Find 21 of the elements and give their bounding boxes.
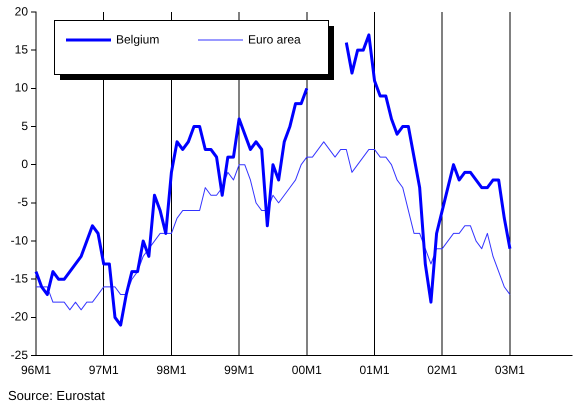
y-tick-label: 20 (14, 4, 28, 18)
x-tick-label: 96M1 (20, 363, 52, 378)
x-tick-label: 99M1 (224, 363, 254, 378)
y-tick-label: -5 (17, 195, 28, 210)
y-tick-label: -10 (10, 233, 28, 248)
source-note: Source: Eurostat (8, 388, 105, 403)
y-tick-label: 15 (14, 42, 28, 56)
legend-label: Euro area (248, 32, 302, 46)
y-tick-label: -25 (10, 348, 28, 362)
y-tick-label: -20 (10, 310, 28, 324)
y-tick-label: 10 (14, 80, 28, 95)
x-tick-label: 01M1 (360, 363, 390, 378)
y-tick-label: 5 (21, 118, 28, 133)
x-tick-label: 02M1 (427, 363, 458, 378)
legend-label: Belgium (116, 32, 160, 46)
y-tick-label: -15 (10, 272, 28, 286)
y-tick-label: 0 (21, 157, 28, 172)
x-tick-label: 00M1 (292, 363, 322, 378)
x-tick-label: 97M1 (88, 363, 120, 378)
x-tick-label: 03M1 (494, 363, 526, 378)
x-tick-label: 98M1 (156, 363, 187, 378)
